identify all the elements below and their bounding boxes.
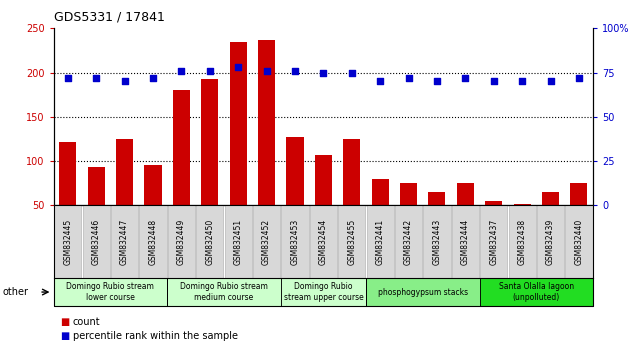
Point: [91, 75, 102, 81]
Text: GSM832442: GSM832442: [404, 218, 413, 265]
Point: [204, 68, 215, 74]
Text: Domingo Rubio stream
lower course: Domingo Rubio stream lower course: [66, 282, 155, 302]
Text: phosphogypsum stacks: phosphogypsum stacks: [378, 287, 468, 297]
Point: [63, 75, 73, 81]
Bar: [144, 166, 162, 205]
Point: [517, 79, 528, 84]
Bar: [570, 183, 587, 205]
Bar: [372, 179, 389, 205]
Point: [290, 68, 300, 74]
Text: other: other: [3, 287, 28, 297]
Text: GSM832448: GSM832448: [148, 218, 158, 265]
Text: GSM832449: GSM832449: [177, 218, 186, 265]
Bar: [315, 155, 332, 205]
Bar: [173, 90, 190, 205]
Text: GSM832453: GSM832453: [290, 218, 300, 265]
Point: [347, 70, 357, 75]
Text: GSM832443: GSM832443: [432, 218, 442, 265]
Bar: [59, 142, 76, 205]
Bar: [201, 79, 218, 205]
Bar: [400, 183, 417, 205]
Bar: [258, 40, 275, 205]
Point: [148, 75, 158, 81]
Text: Domingo Rubio stream
medium course: Domingo Rubio stream medium course: [180, 282, 268, 302]
Text: ■: ■: [60, 331, 69, 341]
Text: Domingo Rubio
stream upper course: Domingo Rubio stream upper course: [283, 282, 363, 302]
Point: [574, 75, 584, 81]
Point: [489, 79, 499, 84]
Bar: [116, 139, 133, 205]
Text: GSM832444: GSM832444: [461, 218, 470, 265]
Point: [460, 75, 470, 81]
Point: [233, 64, 244, 70]
Text: GSM832454: GSM832454: [319, 218, 328, 265]
Text: GSM832440: GSM832440: [574, 218, 584, 265]
Text: GSM832438: GSM832438: [517, 218, 527, 265]
Text: GSM832455: GSM832455: [347, 218, 357, 265]
Point: [120, 79, 130, 84]
Bar: [343, 139, 360, 205]
Text: count: count: [73, 317, 100, 327]
Bar: [485, 201, 502, 205]
Text: GSM832451: GSM832451: [233, 218, 243, 265]
Point: [432, 79, 442, 84]
Point: [261, 68, 271, 74]
Text: GSM832446: GSM832446: [91, 218, 101, 265]
Bar: [514, 204, 531, 205]
Bar: [542, 192, 559, 205]
Bar: [428, 192, 445, 205]
Text: GSM832445: GSM832445: [63, 218, 73, 265]
Text: GSM832437: GSM832437: [489, 218, 498, 265]
Text: GDS5331 / 17841: GDS5331 / 17841: [54, 11, 165, 24]
Bar: [286, 137, 304, 205]
Bar: [457, 183, 474, 205]
Text: GSM832452: GSM832452: [262, 218, 271, 265]
Text: GSM832447: GSM832447: [120, 218, 129, 265]
Text: percentile rank within the sample: percentile rank within the sample: [73, 331, 237, 341]
Point: [177, 68, 187, 74]
Point: [404, 75, 414, 81]
Bar: [88, 167, 105, 205]
Point: [319, 70, 329, 75]
Text: Santa Olalla lagoon
(unpolluted): Santa Olalla lagoon (unpolluted): [498, 282, 574, 302]
Text: ■: ■: [60, 317, 69, 327]
Text: GSM832439: GSM832439: [546, 218, 555, 265]
Point: [375, 79, 385, 84]
Text: GSM832441: GSM832441: [375, 218, 385, 265]
Point: [545, 79, 556, 84]
Text: GSM832450: GSM832450: [205, 218, 215, 265]
Bar: [230, 42, 247, 205]
